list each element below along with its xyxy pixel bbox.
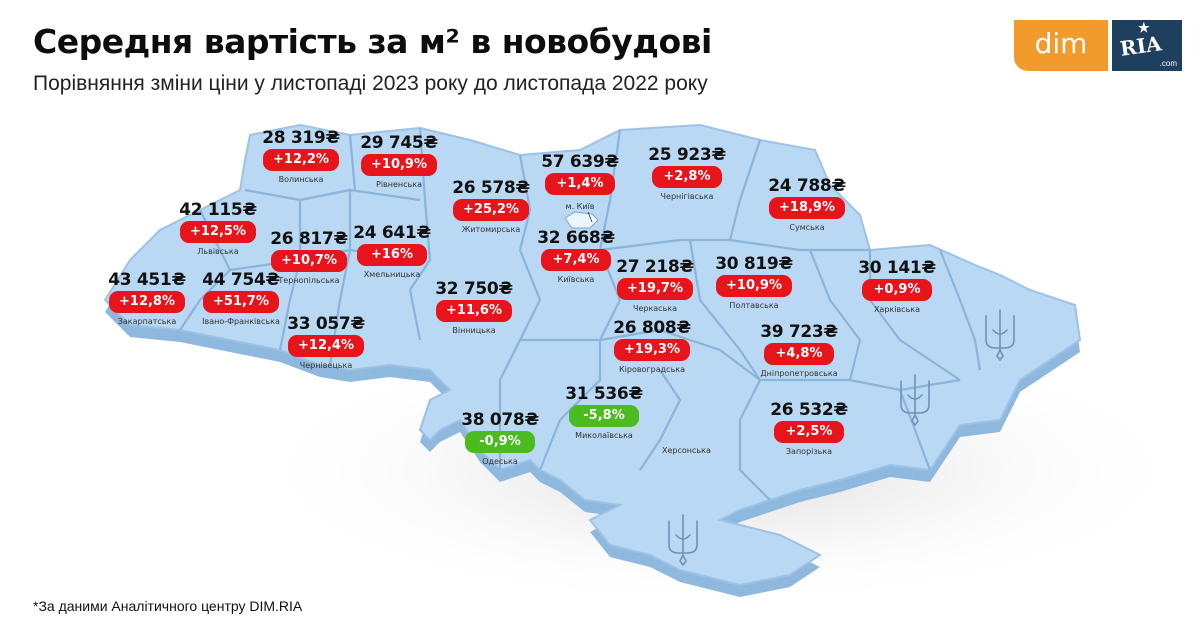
region-vinnytska: 32 750₴ +11,6% Вінницька bbox=[435, 279, 513, 335]
change-badge: +12,5% bbox=[180, 221, 256, 243]
change-badge: +10,9% bbox=[361, 154, 437, 176]
change-badge: +51,7% bbox=[203, 291, 279, 313]
region-khersonska-label: Херсонська bbox=[662, 446, 711, 455]
change-badge: +12,8% bbox=[109, 291, 185, 313]
region-sumska: 24 788₴ +18,9% Сумська bbox=[768, 176, 846, 232]
change-badge: +12,2% bbox=[263, 149, 339, 171]
change-badge: -5,8% bbox=[569, 405, 639, 427]
star-icon: ★ bbox=[1138, 21, 1150, 36]
change-badge: -0,9% bbox=[465, 431, 535, 453]
region-kharkivska: 30 141₴ +0,9% Харківська bbox=[858, 258, 936, 314]
change-badge: +0,9% bbox=[862, 279, 932, 301]
map-top-face bbox=[103, 123, 1082, 587]
region-volynska: 28 319₴ +12,2% Волинська bbox=[262, 128, 340, 184]
page-subtitle: Порівняння зміни ціни у листопаді 2023 р… bbox=[33, 72, 708, 95]
change-badge: +11,6% bbox=[436, 300, 512, 322]
change-badge: +10,7% bbox=[271, 250, 347, 272]
change-badge: +4,8% bbox=[764, 343, 834, 365]
region-rivnenska: 29 745₴ +10,9% Рівненська bbox=[360, 133, 438, 189]
region-ternopilska: 26 817₴ +10,7% Тернопільська bbox=[270, 229, 348, 285]
change-badge: +16% bbox=[357, 244, 427, 266]
region-cherkaska: 27 218₴ +19,7% Черкаська bbox=[616, 257, 694, 313]
region-zaporizka: 26 532₴ +2,5% Запорізька bbox=[770, 400, 848, 456]
change-badge: +12,4% bbox=[288, 335, 364, 357]
change-badge: +2,5% bbox=[774, 421, 844, 443]
change-badge: +2,8% bbox=[652, 166, 722, 188]
change-badge: +19,3% bbox=[614, 339, 690, 361]
region-lvivska: 42 115₴ +12,5% Львівська bbox=[179, 200, 257, 256]
change-badge: +7,4% bbox=[541, 249, 611, 271]
change-badge: +18,9% bbox=[769, 197, 845, 219]
region-poltavska: 30 819₴ +10,9% Полтавська bbox=[715, 254, 793, 310]
region-chernivetska: 33 057₴ +12,4% Чернівецька bbox=[287, 314, 365, 370]
region-kirovohradska: 26 808₴ +19,3% Кіровоградська bbox=[613, 318, 691, 374]
region-kyiv-city: 57 639₴ +1,4% м. Київ bbox=[541, 152, 619, 211]
page-title: Середня вартість за м² в новобудові bbox=[33, 22, 712, 61]
change-badge: +19,7% bbox=[617, 278, 693, 300]
logo-dim-part: dim bbox=[1014, 20, 1108, 71]
region-kyivska: 32 668₴ +7,4% Київська bbox=[537, 228, 615, 284]
region-mykolaivska: 31 536₴ -5,8% Миколаївська bbox=[565, 384, 643, 440]
region-zakarpatska: 43 451₴ +12,8% Закарпатська bbox=[108, 270, 186, 326]
change-badge: +25,2% bbox=[453, 199, 529, 221]
region-ivano-frankivska: 44 754₴ +51,7% Івано-Франківська bbox=[202, 270, 280, 326]
change-badge: +1,4% bbox=[545, 173, 615, 195]
change-badge: +10,9% bbox=[716, 275, 792, 297]
region-odeska: 38 078₴ -0,9% Одеська bbox=[461, 410, 539, 466]
logo-ria-part: ★ RIA .com bbox=[1112, 20, 1182, 71]
trident-icon bbox=[668, 309, 1015, 567]
source-footnote: *За даними Аналітичного центру DIM.RIA bbox=[33, 598, 303, 614]
region-chernihivska: 25 923₴ +2,8% Чернігівська bbox=[648, 145, 726, 201]
dimria-logo: dim ★ RIA .com bbox=[1014, 20, 1182, 71]
region-khmelnytska: 24 641₴ +16% Хмельницька bbox=[353, 223, 431, 279]
region-dnipropetrovska: 39 723₴ +4,8% Дніпропетровська bbox=[760, 322, 838, 378]
region-zhytomyrska: 26 578₴ +25,2% Житомирська bbox=[452, 178, 530, 234]
